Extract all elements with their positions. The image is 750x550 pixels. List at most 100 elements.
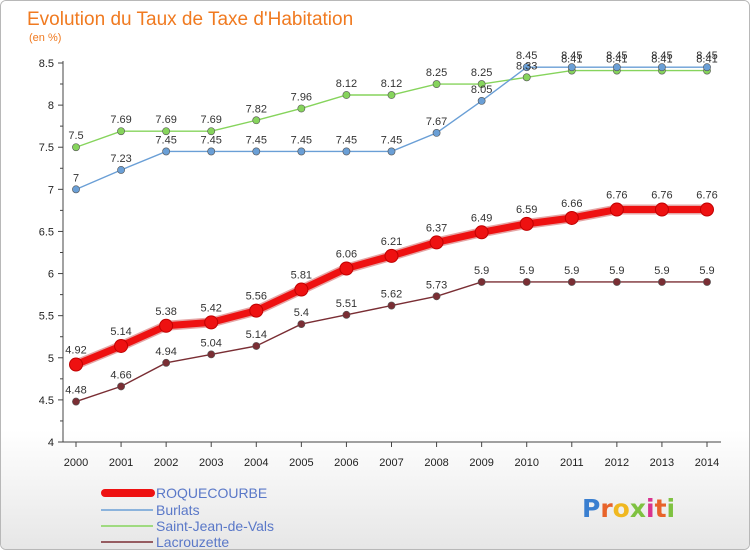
y-tick-label: 8 [48, 100, 54, 112]
legend-label: ROQUECOURBE [156, 485, 267, 501]
data-point [342, 91, 351, 99]
y-tick-label: 8.5 [39, 58, 54, 70]
data-point [297, 320, 306, 328]
data-point [72, 397, 80, 406]
data-point [249, 303, 264, 318]
legend-label: Burlats [156, 502, 200, 518]
x-tick-label: 2008 [424, 457, 448, 469]
data-label: 5.73 [426, 279, 447, 291]
data-label: 5.9 [474, 265, 489, 277]
data-label: 5.9 [564, 265, 579, 277]
data-point [339, 261, 354, 276]
data-label: 5.51 [336, 298, 357, 310]
data-label: 8.05 [471, 84, 492, 96]
data-label: 7.5 [68, 130, 83, 142]
data-label: 8.45 [561, 50, 582, 62]
data-label: 5.9 [654, 265, 669, 277]
data-label: 7.69 [201, 114, 222, 126]
data-point [387, 147, 396, 156]
data-label: 5.9 [699, 265, 714, 277]
data-point [294, 282, 309, 297]
data-point [384, 248, 399, 263]
data-label: 8.41 [651, 54, 672, 66]
data-label: 5.04 [201, 337, 222, 349]
data-label: 5.9 [609, 265, 624, 277]
data-label: 7.69 [110, 114, 131, 126]
x-tick-label: 2006 [334, 457, 358, 469]
chart-subtitle: (en %) [29, 32, 61, 44]
data-point [609, 202, 624, 217]
proxiti-logo: Proxiti [582, 494, 675, 523]
data-point [522, 278, 531, 286]
data-label: 7.45 [336, 134, 357, 146]
data-label: 5.14 [110, 326, 131, 338]
x-tick-label: 2014 [695, 457, 719, 469]
x-tick-label: 2000 [64, 457, 88, 469]
data-label: 6.06 [336, 249, 357, 261]
x-tick-label: 2012 [605, 457, 629, 469]
x-tick-label: 2004 [244, 457, 268, 469]
x-tick-label: 2009 [469, 457, 493, 469]
data-label: 7.69 [155, 114, 176, 126]
data-point [207, 127, 216, 136]
y-tick-label: 5 [48, 353, 54, 365]
data-label: 7.67 [426, 116, 447, 128]
legend: ROQUECOURBEBurlatsSaint-Jean-de-ValsLacr… [101, 485, 274, 550]
data-label: 8.45 [516, 50, 537, 62]
y-tick-label: 4 [48, 437, 54, 449]
data-point [703, 278, 711, 286]
x-tick-label: 2011 [560, 457, 584, 469]
data-point [387, 91, 396, 99]
x-tick-label: 2003 [199, 457, 223, 469]
data-label: 5.81 [291, 270, 312, 282]
data-point [72, 143, 80, 152]
data-label: 7.45 [246, 134, 267, 146]
y-axis-ticks: 4 4.5 5 5.5 6 6.5 7 7.5 8 8.5 [39, 58, 63, 449]
x-tick-label: 2013 [650, 457, 674, 469]
data-label: 6.49 [471, 212, 492, 224]
data-point [162, 147, 171, 156]
data-point [387, 301, 396, 310]
data-label: 8.41 [606, 54, 627, 66]
data-point [432, 292, 441, 301]
data-label: 5.42 [201, 302, 222, 314]
data-point [519, 216, 534, 231]
data-point [72, 185, 80, 194]
data-label: 8.25 [471, 67, 492, 79]
data-label: 5.14 [246, 329, 267, 341]
legend-label: Lacrouzette [156, 534, 229, 550]
data-label: 8.12 [381, 78, 402, 90]
data-point [252, 342, 261, 350]
data-label: 8.33 [516, 60, 537, 72]
x-tick-label: 2007 [379, 457, 403, 469]
legend-item: ROQUECOURBE [101, 485, 267, 501]
data-point [207, 147, 216, 156]
x-tick-label: 2010 [514, 457, 538, 469]
data-label: 7.96 [291, 91, 312, 103]
data-point [117, 127, 125, 136]
data-label: 7.23 [110, 153, 131, 165]
data-label: 8.25 [426, 67, 447, 79]
data-label: 5.56 [246, 291, 267, 303]
data-point [342, 310, 351, 319]
data-label: 8.45 [606, 50, 627, 62]
data-point [432, 129, 441, 137]
data-label: 7.45 [291, 134, 312, 146]
data-point [159, 318, 174, 333]
data-point [432, 80, 441, 88]
data-label: 5.4 [294, 307, 309, 319]
data-point [567, 63, 576, 72]
data-point [297, 147, 306, 156]
data-label: 6.76 [696, 190, 717, 202]
data-point [114, 338, 129, 353]
data-point [477, 97, 486, 105]
data-point [700, 202, 714, 217]
y-tick-label: 7 [48, 184, 54, 196]
data-label: 8.45 [651, 50, 672, 62]
data-label: 4.66 [110, 369, 131, 381]
data-point [477, 80, 486, 88]
data-label: 4.48 [65, 385, 86, 397]
data-label: 6.76 [606, 190, 627, 202]
